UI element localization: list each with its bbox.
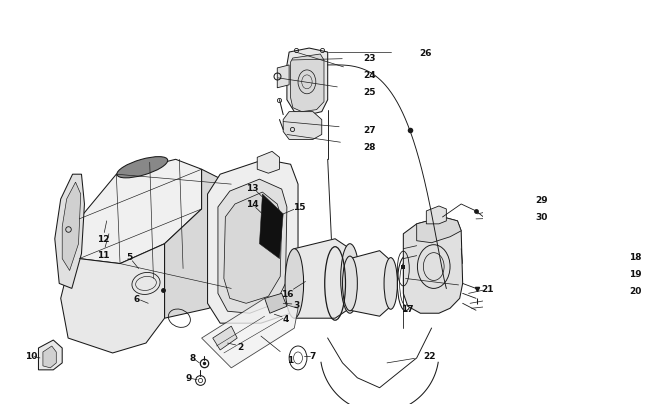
- Polygon shape: [283, 112, 322, 140]
- Text: 2: 2: [237, 342, 243, 351]
- Text: 25: 25: [363, 88, 376, 97]
- Ellipse shape: [285, 249, 304, 318]
- Text: 10: 10: [25, 352, 37, 360]
- Text: 23: 23: [363, 54, 376, 63]
- Text: 1: 1: [287, 356, 294, 364]
- Polygon shape: [218, 180, 287, 313]
- Text: 7: 7: [309, 352, 316, 360]
- Polygon shape: [259, 194, 283, 259]
- Polygon shape: [417, 217, 462, 243]
- Text: 26: 26: [419, 49, 432, 58]
- Text: 30: 30: [535, 213, 547, 222]
- Ellipse shape: [117, 157, 168, 179]
- Text: 15: 15: [293, 203, 306, 212]
- Text: 18: 18: [629, 252, 642, 262]
- Polygon shape: [213, 326, 237, 350]
- Text: 29: 29: [535, 195, 547, 204]
- Polygon shape: [79, 160, 202, 264]
- Polygon shape: [224, 193, 281, 304]
- Text: 22: 22: [423, 352, 436, 360]
- Text: 28: 28: [363, 143, 376, 151]
- Text: 4: 4: [283, 314, 289, 323]
- Polygon shape: [257, 152, 280, 174]
- Polygon shape: [202, 298, 298, 368]
- Text: 24: 24: [363, 71, 376, 80]
- Text: 8: 8: [190, 354, 196, 362]
- Polygon shape: [404, 217, 463, 313]
- Text: 12: 12: [97, 234, 109, 244]
- Text: 16: 16: [281, 289, 293, 298]
- Text: 6: 6: [133, 294, 140, 303]
- Text: 3: 3: [293, 300, 300, 309]
- Polygon shape: [265, 294, 287, 313]
- Polygon shape: [55, 175, 84, 289]
- Polygon shape: [287, 49, 328, 115]
- Text: 11: 11: [97, 251, 109, 260]
- Polygon shape: [38, 340, 62, 370]
- Text: 9: 9: [185, 373, 192, 382]
- Ellipse shape: [384, 258, 397, 309]
- Polygon shape: [278, 66, 289, 89]
- Text: 27: 27: [363, 126, 376, 135]
- Polygon shape: [350, 251, 391, 316]
- Polygon shape: [291, 55, 324, 112]
- Polygon shape: [60, 244, 164, 353]
- Text: 14: 14: [246, 200, 258, 209]
- Text: 5: 5: [126, 252, 132, 262]
- Polygon shape: [62, 183, 81, 271]
- Polygon shape: [426, 207, 447, 224]
- Text: 20: 20: [629, 286, 642, 295]
- Polygon shape: [207, 160, 298, 323]
- Polygon shape: [294, 239, 350, 318]
- Ellipse shape: [341, 244, 359, 313]
- Text: 21: 21: [481, 284, 493, 293]
- Polygon shape: [43, 346, 57, 368]
- Polygon shape: [164, 170, 231, 318]
- Text: 19: 19: [629, 269, 642, 278]
- Text: 13: 13: [246, 183, 258, 192]
- Ellipse shape: [343, 256, 358, 311]
- Text: 17: 17: [402, 304, 414, 313]
